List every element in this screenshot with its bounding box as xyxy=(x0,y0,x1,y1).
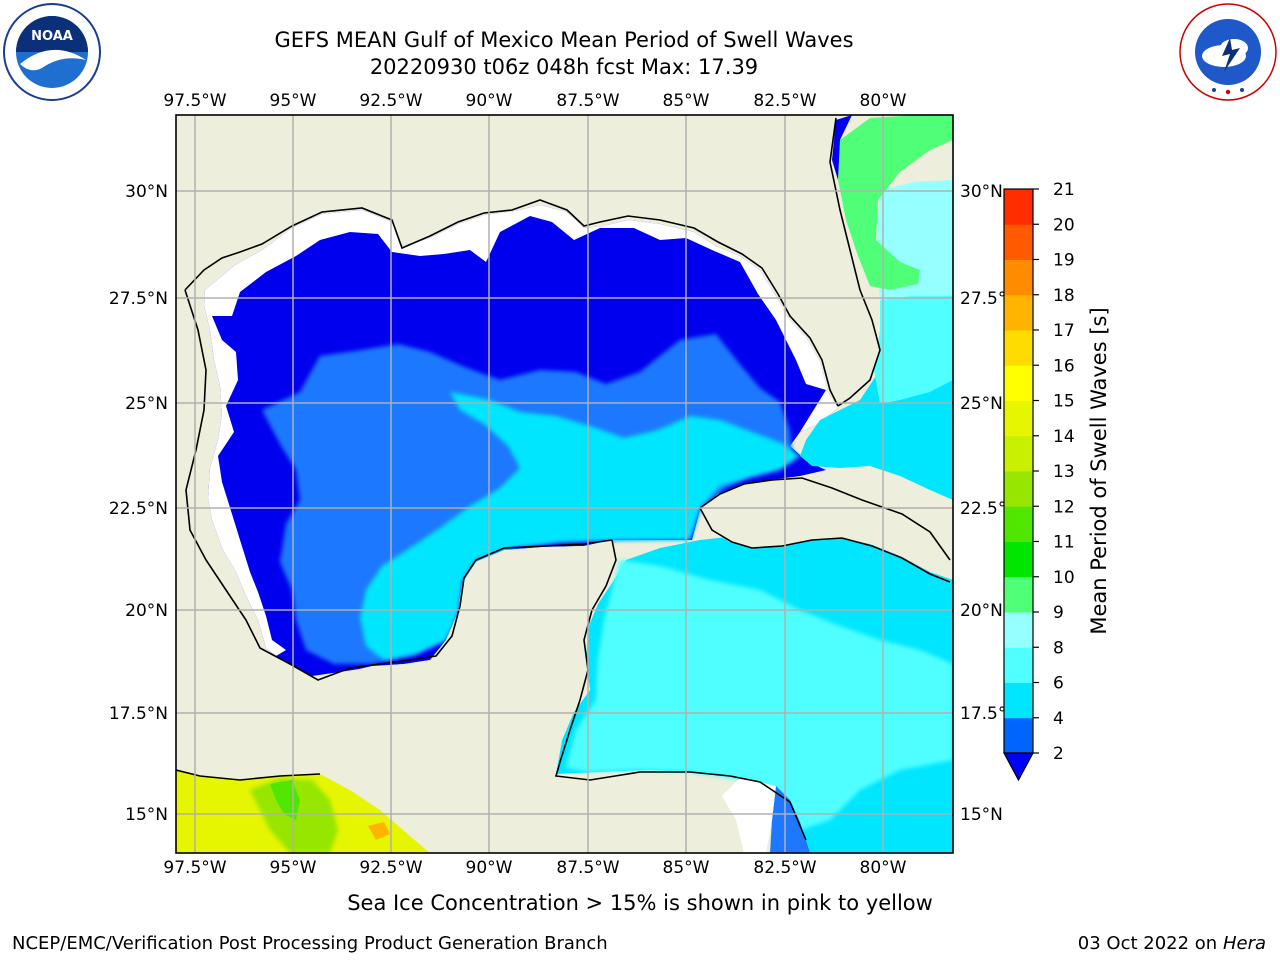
lat-labels-left: 30°N 27.5°N 25°N 22.5°N 20°N 17.5°N 15°N xyxy=(109,182,168,825)
colorbar: 2 4 6 8 9 10 11 12 13 14 15 16 17 18 19 20 21 Mean Perio… xyxy=(1002,180,1111,782)
colorbar-underflow-triangle xyxy=(1002,752,1035,782)
colorbar-tick-label: 10 xyxy=(1053,568,1075,588)
noaa-logo: NOAA xyxy=(3,3,101,101)
florida-land xyxy=(776,115,880,408)
credit-line: NCEP/EMC/Verification Post Processing Pr… xyxy=(12,933,608,954)
nws-logo xyxy=(1179,3,1277,101)
colorbar-tick-label: 16 xyxy=(1053,356,1075,376)
lon-label: 80°W xyxy=(860,858,907,878)
colorbar-cell xyxy=(1004,259,1033,296)
lon-label: 92.5°W xyxy=(359,858,422,878)
colorbar-cell xyxy=(1004,717,1033,754)
colorbar-cell xyxy=(1004,365,1033,401)
colorbar-cell xyxy=(1004,435,1033,472)
colorbar-tick-label: 17 xyxy=(1053,321,1075,341)
colorbar-tick-label: 9 xyxy=(1053,603,1064,623)
colorbar-label: Mean Period of Swell Waves [s] xyxy=(1087,307,1111,634)
colorbar-tick-label: 4 xyxy=(1053,709,1064,729)
colorbar-tick-label: 14 xyxy=(1053,427,1075,447)
lon-labels-bottom: 97.5°W 95°W 92.5°W 90°W 87.5°W 85°W 82.5… xyxy=(163,858,906,878)
colorbar-cell xyxy=(1004,541,1033,578)
colorbar-cell xyxy=(1004,576,1033,613)
colorbar-tick-label: 2 xyxy=(1053,744,1064,764)
lon-label: 82.5°W xyxy=(753,91,816,111)
colorbar-tick-label: 19 xyxy=(1053,251,1075,271)
lon-label: 80°W xyxy=(860,91,907,111)
colorbar-cell xyxy=(1004,330,1033,366)
caribbean-band-6-8 xyxy=(566,560,953,830)
colorbar-cell xyxy=(1004,224,1033,260)
lat-label: 15°N xyxy=(960,805,1003,825)
run-date-text: 03 Oct 2022 on xyxy=(1077,933,1223,954)
colorbar-cell xyxy=(1004,471,1033,507)
colorbar-tick-label: 12 xyxy=(1053,497,1075,517)
colorbar-cell xyxy=(1004,400,1033,437)
yucatan-land xyxy=(290,540,616,853)
colorbar-cell xyxy=(1004,506,1033,542)
colorbar-cell xyxy=(1004,682,1033,719)
lat-label: 22.5°N xyxy=(109,499,168,519)
colorbar-cell xyxy=(1004,294,1033,331)
cuba-land xyxy=(700,478,953,580)
atlantic-band-9-10 xyxy=(838,115,953,290)
ice-caption: Sea Ice Concentration > 15% is shown in … xyxy=(347,891,933,915)
lon-label: 87.5°W xyxy=(556,91,619,111)
gridlines xyxy=(176,115,953,853)
lon-label: 85°W xyxy=(663,91,710,111)
lon-label: 95°W xyxy=(270,91,317,111)
map-area xyxy=(176,115,953,853)
lat-label: 30°N xyxy=(125,182,168,202)
colorbar-tick-label: 6 xyxy=(1053,674,1064,694)
colorbar-tick-label: 20 xyxy=(1053,215,1075,235)
coastal-nodata xyxy=(204,205,838,656)
pacific-hotspot xyxy=(368,822,390,840)
colorbar-tick-label: 8 xyxy=(1053,638,1064,658)
lat-label: 27.5°N xyxy=(109,289,168,309)
noaa-logo-label: NOAA xyxy=(31,29,73,44)
lat-label: 30°N xyxy=(960,182,1003,202)
map-title: GEFS MEAN Gulf of Mexico Mean Period of … xyxy=(274,28,854,52)
lon-label: 90°W xyxy=(466,91,513,111)
map-frame xyxy=(175,114,954,854)
lon-label: 90°W xyxy=(466,858,513,878)
run-host: Hera xyxy=(1222,933,1266,954)
lat-label: 15°N xyxy=(125,805,168,825)
run-date: 03 Oct 2022 on Hera xyxy=(1078,933,1266,954)
lat-label: 25°N xyxy=(960,394,1003,414)
lon-label: 92.5°W xyxy=(359,91,422,111)
atlantic-nearshore-blue xyxy=(832,115,852,180)
lon-label: 97.5°W xyxy=(163,858,226,878)
colorbar-cell xyxy=(1004,612,1033,648)
lon-label: 95°W xyxy=(270,858,317,878)
lat-label: 20°N xyxy=(960,601,1003,621)
lon-label: 87.5°W xyxy=(556,858,619,878)
lon-label: 85°W xyxy=(663,858,710,878)
colorbar-tick-label: 15 xyxy=(1053,392,1075,412)
period-band-4-6 xyxy=(360,392,800,660)
colorbar-tick-label: 21 xyxy=(1053,180,1075,200)
atlantic-band-6-8 xyxy=(874,296,953,404)
colorbar-tick-label: 13 xyxy=(1053,462,1075,482)
caribbean-nearshore-blue xyxy=(770,786,810,853)
map-subtitle: 20220930 t06z 048h fcst Max: 17.39 xyxy=(369,55,759,79)
lon-labels-top: 97.5°W 95°W 92.5°W 90°W 87.5°W 85°W 82.5… xyxy=(163,91,906,111)
lat-label: 17.5°N xyxy=(109,704,168,724)
lon-label: 97.5°W xyxy=(163,91,226,111)
lat-label: 20°N xyxy=(125,601,168,621)
colorbar-tick-label: 11 xyxy=(1053,533,1075,553)
colorbar-cell xyxy=(1004,189,1033,225)
caribbean-nodata xyxy=(722,778,776,853)
colorbar-cell xyxy=(1004,647,1033,683)
colorbar-tick-label: 18 xyxy=(1053,286,1075,306)
lat-label: 25°N xyxy=(125,394,168,414)
lon-label: 82.5°W xyxy=(753,858,816,878)
